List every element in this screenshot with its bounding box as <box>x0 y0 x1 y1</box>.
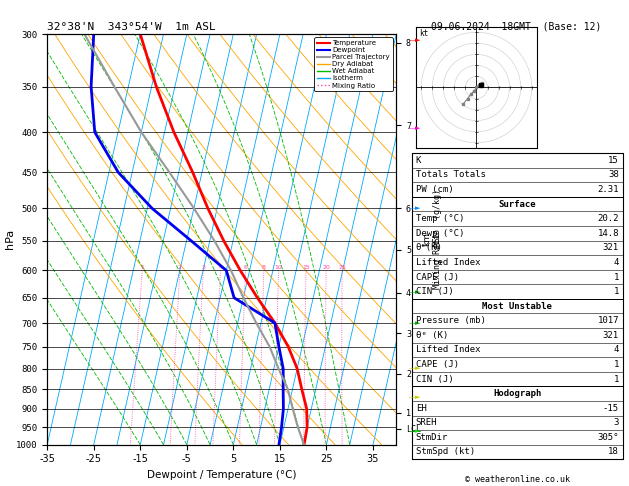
Text: 18: 18 <box>608 448 619 456</box>
Text: 1: 1 <box>613 360 619 369</box>
Text: θᵉ (K): θᵉ (K) <box>416 331 448 340</box>
Text: Hodograph: Hodograph <box>493 389 542 398</box>
Text: 6: 6 <box>243 265 247 270</box>
Text: —►: —► <box>409 365 421 372</box>
Text: CIN (J): CIN (J) <box>416 375 454 383</box>
Text: —►: —► <box>409 205 421 211</box>
Text: 321: 321 <box>603 331 619 340</box>
Text: StmDir: StmDir <box>416 433 448 442</box>
Text: Lifted Index: Lifted Index <box>416 258 481 267</box>
Text: StmSpd (kt): StmSpd (kt) <box>416 448 475 456</box>
Text: —►: —► <box>409 394 421 400</box>
Text: —►: —► <box>409 320 421 326</box>
Text: Totals Totals: Totals Totals <box>416 171 486 179</box>
Text: 3: 3 <box>201 265 205 270</box>
Text: 1: 1 <box>613 273 619 281</box>
Text: Most Unstable: Most Unstable <box>482 302 552 311</box>
Text: Mixing Ratio  (g/kg): Mixing Ratio (g/kg) <box>433 190 442 289</box>
Legend: Temperature, Dewpoint, Parcel Trajectory, Dry Adiabat, Wet Adiabat, Isotherm, Mi: Temperature, Dewpoint, Parcel Trajectory… <box>314 37 392 91</box>
Text: kt: kt <box>419 29 428 37</box>
Text: Temp (°C): Temp (°C) <box>416 214 464 223</box>
Text: θᵉ(K): θᵉ(K) <box>416 243 443 252</box>
Text: 1: 1 <box>613 287 619 296</box>
Text: 09.06.2024  18GMT  (Base: 12): 09.06.2024 18GMT (Base: 12) <box>431 21 601 32</box>
Text: CAPE (J): CAPE (J) <box>416 273 459 281</box>
Text: 8: 8 <box>262 265 266 270</box>
Text: —►: —► <box>409 290 421 295</box>
Y-axis label: km
ASL: km ASL <box>423 231 442 248</box>
Text: 20: 20 <box>322 265 330 270</box>
Text: 1: 1 <box>140 265 144 270</box>
Text: 15: 15 <box>608 156 619 165</box>
Text: Dewp (°C): Dewp (°C) <box>416 229 464 238</box>
Text: 3: 3 <box>613 418 619 427</box>
Text: —►: —► <box>409 125 421 131</box>
Text: -15: -15 <box>603 404 619 413</box>
Text: 1017: 1017 <box>598 316 619 325</box>
Text: —►: —► <box>409 36 421 43</box>
Text: 20.2: 20.2 <box>598 214 619 223</box>
Text: Pressure (mb): Pressure (mb) <box>416 316 486 325</box>
X-axis label: Dewpoint / Temperature (°C): Dewpoint / Temperature (°C) <box>147 470 296 480</box>
Text: 4: 4 <box>613 258 619 267</box>
Y-axis label: hPa: hPa <box>4 229 14 249</box>
Text: EH: EH <box>416 404 426 413</box>
Text: Surface: Surface <box>499 200 536 208</box>
Text: Lifted Index: Lifted Index <box>416 346 481 354</box>
Text: CIN (J): CIN (J) <box>416 287 454 296</box>
Text: 4: 4 <box>218 265 223 270</box>
Text: 2.31: 2.31 <box>598 185 619 194</box>
Text: SREH: SREH <box>416 418 437 427</box>
Text: 10: 10 <box>275 265 282 270</box>
Text: 25: 25 <box>338 265 346 270</box>
Text: 305°: 305° <box>598 433 619 442</box>
Text: 32°38'N  343°54'W  1m ASL: 32°38'N 343°54'W 1m ASL <box>47 22 216 32</box>
Text: PW (cm): PW (cm) <box>416 185 454 194</box>
Text: 2: 2 <box>178 265 182 270</box>
Text: 15: 15 <box>302 265 310 270</box>
Text: 38: 38 <box>608 171 619 179</box>
Text: K: K <box>416 156 421 165</box>
Text: CAPE (J): CAPE (J) <box>416 360 459 369</box>
Text: —►: —► <box>409 428 421 434</box>
Text: 14.8: 14.8 <box>598 229 619 238</box>
Text: © weatheronline.co.uk: © weatheronline.co.uk <box>465 474 569 484</box>
Text: 4: 4 <box>613 346 619 354</box>
Text: 1: 1 <box>613 375 619 383</box>
Text: 321: 321 <box>603 243 619 252</box>
